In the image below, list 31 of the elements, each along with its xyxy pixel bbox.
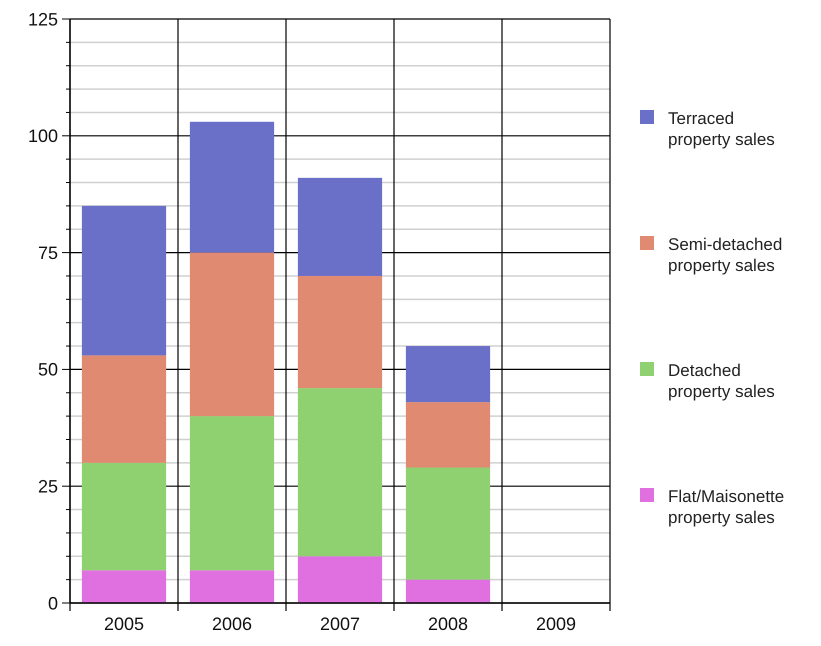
y-tick-label: 50 bbox=[38, 360, 58, 380]
bar bbox=[82, 570, 166, 603]
bar bbox=[406, 580, 490, 603]
y-tick-label: 25 bbox=[38, 476, 58, 496]
bar bbox=[190, 570, 274, 603]
bar bbox=[298, 388, 382, 556]
bar bbox=[82, 206, 166, 356]
x-tick-label: 2009 bbox=[536, 614, 576, 634]
bar bbox=[82, 462, 166, 570]
bar bbox=[406, 402, 490, 468]
y-tick-label: 0 bbox=[48, 593, 58, 614]
bar bbox=[298, 276, 382, 388]
bar bbox=[190, 252, 274, 416]
x-tick-label: 2007 bbox=[320, 614, 360, 634]
bar bbox=[406, 346, 490, 402]
bar bbox=[406, 468, 490, 580]
legend-label: Semi-detached property sales bbox=[668, 234, 782, 276]
y-tick-label: 100 bbox=[28, 126, 58, 146]
bar bbox=[298, 178, 382, 276]
bar bbox=[190, 122, 274, 253]
x-tick-label: 2006 bbox=[212, 614, 252, 634]
x-tick-label: 2005 bbox=[104, 614, 144, 634]
legend-label: Terraced property sales bbox=[668, 108, 775, 150]
bar bbox=[298, 556, 382, 603]
bar bbox=[190, 416, 274, 570]
bar bbox=[82, 355, 166, 463]
legend-label: Flat/Maisonette property sales bbox=[668, 486, 784, 528]
y-tick-label: 75 bbox=[38, 242, 58, 263]
legend-label: Detached property sales bbox=[668, 360, 775, 402]
y-tick-label: 125 bbox=[28, 9, 58, 30]
x-tick-label: 2008 bbox=[428, 614, 468, 634]
